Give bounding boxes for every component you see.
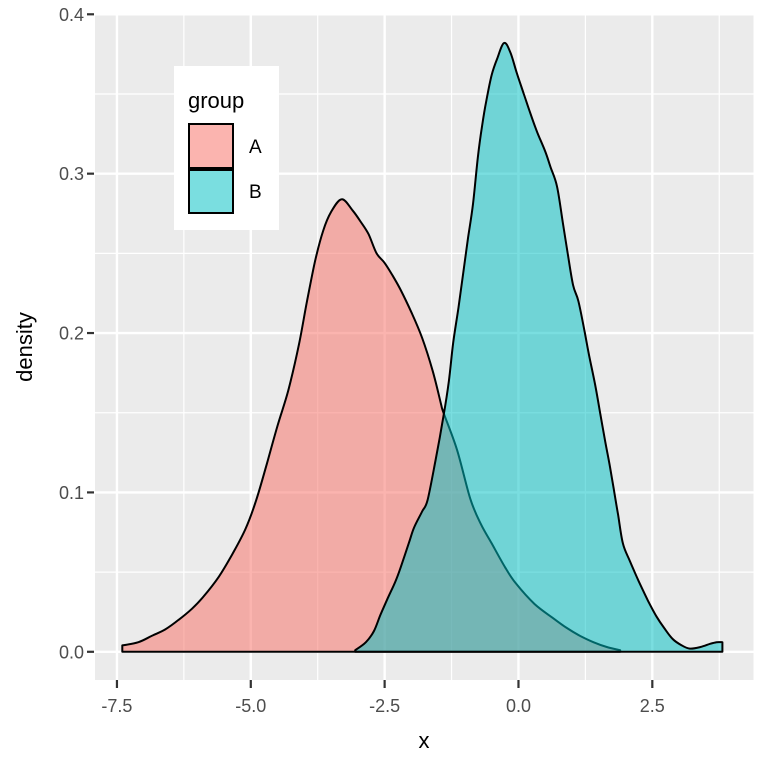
legend-swatch-a [188,123,234,169]
y-axis-title: density [12,312,37,382]
y-tick-label: 0.4 [59,5,84,25]
x-axis-tick-labels: -7.5 -5.0 -2.5 0.0 2.5 [101,696,664,716]
x-axis-title: x [419,728,430,753]
axis-tick-marks [87,13,654,688]
legend-label-a: A [249,137,262,158]
legend-title: group [188,88,244,113]
y-axis-tick-labels: 0.0 0.1 0.2 0.3 0.4 [59,5,84,662]
x-tick-label: -7.5 [101,696,132,716]
y-tick-label: 0.0 [59,642,84,662]
y-tick-label: 0.1 [59,483,84,503]
legend-key-group-a: A [188,123,262,169]
legend-label-b: B [249,182,262,203]
x-tick-label: 0.0 [506,696,531,716]
x-tick-label: -5.0 [235,696,266,716]
x-tick-label: 2.5 [640,696,665,716]
x-tick-label: -2.5 [369,696,400,716]
density-area-group-b [354,41,724,653]
y-tick-label: 0.3 [59,164,84,184]
y-tick-label: 0.2 [59,324,84,344]
legend-swatch-b [188,169,234,214]
legend-key-group-b: B [188,169,262,214]
legend: group A B [174,66,279,230]
